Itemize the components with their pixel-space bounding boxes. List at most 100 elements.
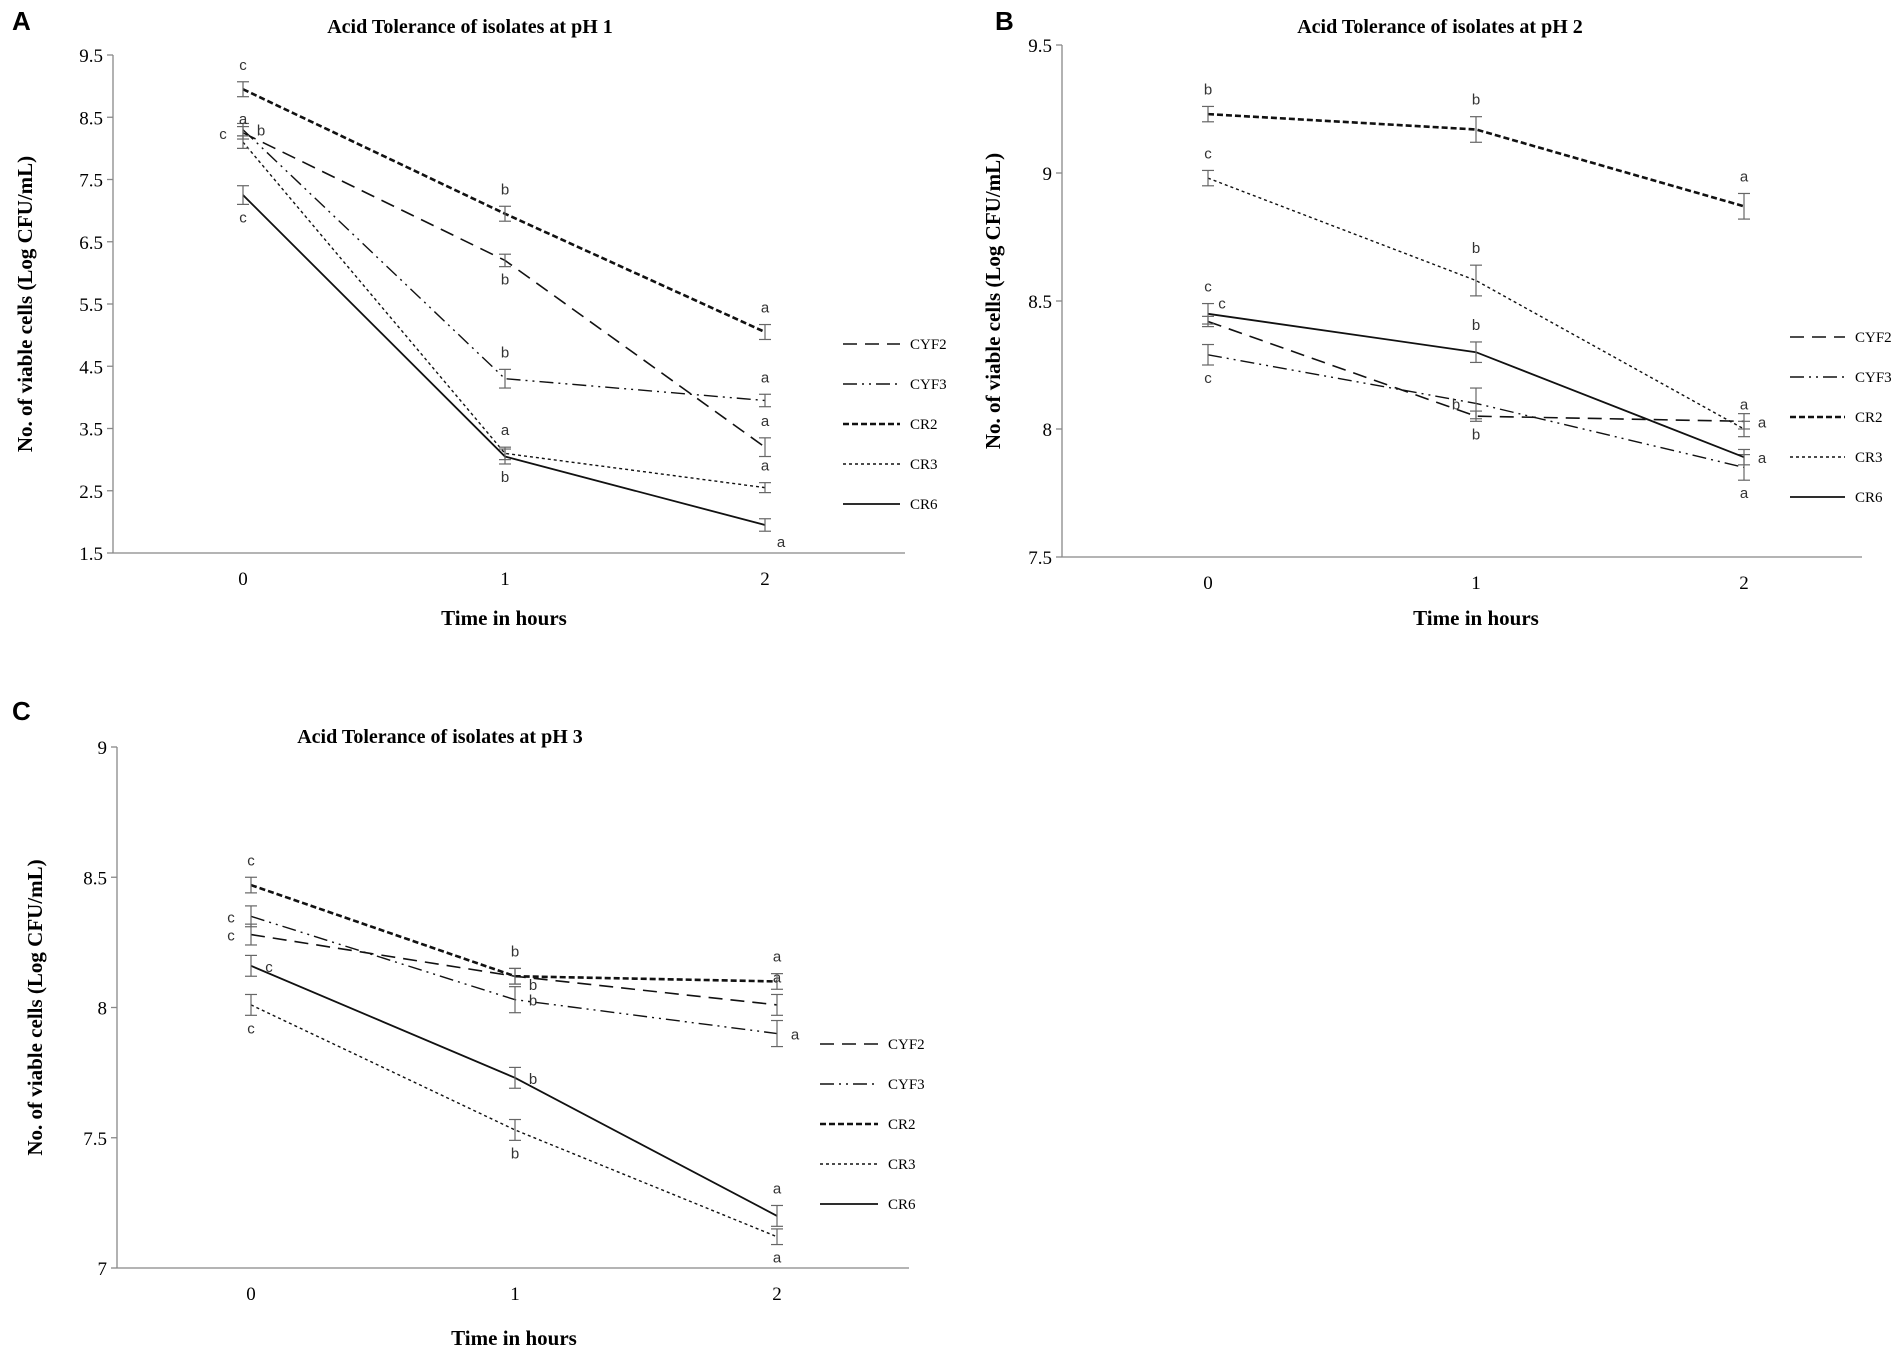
series-cyf3: c b a: [227, 905, 800, 1048]
significance-letter: c: [239, 57, 247, 74]
significance-letter: b: [529, 1071, 537, 1088]
significance-letter: c: [247, 1020, 255, 1037]
chart-title: Acid Tolerance of isolates at pH 1: [327, 16, 613, 38]
significance-letter: b: [529, 993, 537, 1010]
y-tick-label: 9.5: [1028, 36, 1052, 57]
significance-letter: c: [227, 909, 235, 926]
significance-letter: a: [777, 534, 786, 551]
legend-label: CYF2: [1855, 330, 1892, 346]
error-bar: [509, 967, 521, 985]
significance-letter: a: [1740, 396, 1749, 413]
y-tick-label: 8: [1043, 420, 1053, 441]
significance-letter: c: [1204, 279, 1212, 296]
significance-letter: b: [1472, 92, 1480, 109]
panel-letter: B: [995, 6, 1014, 36]
significance-letter: b: [501, 272, 509, 289]
error-bar: [245, 954, 257, 977]
legend-item-cr3: CR3: [843, 457, 938, 473]
significance-letter: b: [511, 1145, 519, 1162]
y-tick-label: 5.5: [79, 295, 103, 316]
series-cyf3: c b a: [1202, 343, 1750, 502]
x-tick-label: 0: [238, 569, 248, 590]
significance-letter: a: [761, 458, 770, 475]
error-bar: [499, 368, 511, 389]
significance-letter: b: [1472, 317, 1480, 334]
legend-item-cr2: CR2: [820, 1117, 916, 1133]
significance-letter: c: [219, 126, 227, 143]
error-bar: [499, 253, 511, 268]
error-bar: [771, 1204, 783, 1227]
legend-label: CYF3: [1855, 370, 1892, 386]
legend-label: CR3: [888, 1157, 916, 1173]
y-axis-label: No. of viable cells (Log CFU/mL): [13, 156, 37, 452]
y-tick-label: 9.5: [79, 46, 103, 67]
series-line-cyf3: [242, 129, 766, 402]
error-bar: [759, 393, 771, 408]
series-cyf3: b b a: [237, 123, 771, 408]
significance-letter: b: [511, 943, 519, 960]
legend-label: CYF3: [910, 377, 947, 393]
y-tick-label: 3.5: [79, 420, 103, 441]
legend-label: CR2: [1855, 410, 1883, 426]
significance-letter: b: [1472, 426, 1480, 443]
legend-item-cr2: CR2: [843, 417, 938, 433]
error-bar: [1470, 341, 1482, 364]
error-bar: [245, 905, 257, 928]
series-line-cr3: [250, 1004, 778, 1238]
error-bar: [771, 973, 783, 990]
y-tick-label: 8: [98, 999, 108, 1020]
error-bar: [1738, 192, 1750, 220]
legend-label: CYF3: [888, 1077, 925, 1093]
significance-letter: c: [239, 209, 247, 226]
error-bar: [771, 1019, 783, 1048]
significance-letter: a: [761, 369, 770, 386]
x-axis-label: Time in hours: [1413, 606, 1539, 630]
x-tick-label: 2: [1739, 573, 1749, 594]
legend-item-cyf3: CYF3: [1790, 370, 1892, 386]
y-tick-label: 7.5: [79, 171, 103, 192]
series-line-cyf2: [1207, 320, 1745, 423]
error-bar: [759, 437, 771, 458]
y-tick-label: 9: [1043, 164, 1053, 185]
y-tick-label: 2.5: [79, 482, 103, 503]
significance-letter: c: [1218, 295, 1226, 312]
legend-item-cyf2: CYF2: [820, 1037, 925, 1053]
significance-letter: a: [1740, 485, 1749, 502]
series-cr6: c b a: [237, 185, 786, 551]
y-tick-label: 4.5: [79, 357, 103, 378]
significance-letter: c: [227, 928, 235, 945]
legend-label: CYF2: [888, 1037, 925, 1053]
series-cr3: c b a: [245, 993, 783, 1267]
panel-letter: C: [12, 696, 31, 726]
x-tick-label: 2: [772, 1284, 782, 1305]
significance-letter: b: [501, 344, 509, 361]
x-tick-label: 0: [1203, 573, 1213, 594]
series-cr6: c b a: [1202, 279, 1767, 467]
error-bar: [1738, 420, 1750, 438]
significance-letter: c: [1204, 370, 1212, 387]
legend-label: CR2: [910, 417, 938, 433]
significance-letter: b: [501, 469, 509, 486]
error-bar: [771, 993, 783, 1016]
legend-item-cr2: CR2: [1790, 410, 1883, 426]
error-bar: [509, 986, 521, 1014]
significance-letter: a: [773, 949, 782, 966]
error-bar: [759, 323, 771, 341]
y-axis-label: No. of viable cells (Log CFU/mL): [981, 153, 1005, 449]
significance-letter: b: [501, 181, 509, 198]
legend-item-cr3: CR3: [820, 1157, 916, 1173]
error-bar: [237, 135, 249, 149]
y-axis-label: No. of viable cells (Log CFU/mL): [23, 859, 47, 1155]
error-bar: [1202, 169, 1214, 187]
significance-letter: b: [1204, 81, 1212, 98]
significance-letter: c: [265, 959, 273, 976]
x-tick-label: 1: [510, 1284, 520, 1305]
significance-letter: a: [761, 413, 770, 430]
significance-letter: c: [1204, 145, 1212, 162]
legend-item-cr6: CR6: [843, 497, 938, 513]
x-tick-label: 1: [1471, 573, 1481, 594]
legend-item-cyf2: CYF2: [1790, 330, 1892, 346]
significance-letter: a: [791, 1027, 800, 1044]
legend-label: CYF2: [910, 337, 947, 353]
